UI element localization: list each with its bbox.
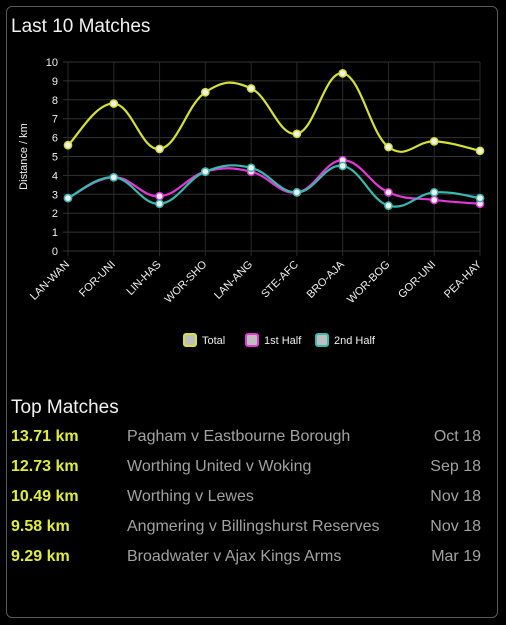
x-tick-label: BRO-AJA (305, 258, 348, 301)
data-point (155, 144, 164, 154)
match-name: Broadwater v Ajax Kings Arms (127, 548, 342, 565)
match-date: Nov 18 (430, 488, 481, 505)
series-line (67, 164, 481, 208)
legend-swatch (183, 333, 197, 347)
data-point (338, 68, 348, 78)
data-point (155, 191, 164, 201)
data-point (246, 163, 256, 173)
top-match-row[interactable]: 10.49 km Worthing v Lewes Nov 18 (11, 488, 481, 518)
match-date: Nov 18 (430, 518, 481, 535)
match-date: Mar 19 (431, 548, 481, 565)
legend-label: Total (202, 335, 225, 347)
match-name: Angmering v Billingshurst Reserves (127, 518, 380, 535)
x-tick-label: WOR-SHO (163, 258, 210, 305)
legend-swatch (245, 333, 259, 347)
data-point (384, 142, 393, 152)
data-point (429, 188, 439, 197)
legend-item: 2nd Half (315, 333, 376, 347)
legend-label: 1st Half (264, 335, 302, 347)
chart-legend: Total 1st Half 2nd Half (183, 333, 376, 347)
top-matches-title: Top Matches (11, 397, 119, 418)
stats-card (6, 6, 498, 618)
top-match-row[interactable]: 9.29 km Broadwater v Ajax Kings Arms Mar 1… (11, 548, 481, 578)
y-tick-label: 2 (52, 208, 58, 220)
x-tick-label: FOR-UNI (77, 259, 118, 300)
x-tick-label: WOR-BOG (345, 259, 392, 306)
y-axis-label: Distance / km (18, 123, 30, 190)
x-tick-label: LIN-HAS (124, 259, 163, 298)
data-point (429, 137, 439, 146)
data-point (246, 84, 256, 93)
series-line (67, 72, 481, 153)
data-point (384, 201, 393, 210)
x-tick-label: STE-AFC (259, 259, 301, 301)
series-line (67, 159, 481, 205)
legend-item: 1st Half (245, 333, 302, 347)
x-tick-label: PEA-HAY (442, 258, 485, 301)
data-point (63, 193, 73, 203)
match-distance: 13.71 km (11, 428, 79, 445)
match-distance: 12.73 km (11, 458, 79, 475)
match-date: Oct 18 (433, 428, 481, 445)
y-tick-label: 9 (52, 76, 58, 88)
y-tick-label: 0 (52, 246, 58, 258)
legend-swatch (315, 333, 329, 347)
y-tick-label: 8 (52, 95, 58, 107)
match-name: Worthing United v Woking (127, 458, 312, 475)
legend-label: 2nd Half (334, 335, 376, 347)
data-point (200, 167, 210, 176)
y-tick-label: 6 (52, 133, 58, 145)
match-name: Worthing v Lewes (127, 488, 254, 505)
data-point (384, 188, 393, 197)
top-match-row[interactable]: 13.71 km Pagham v Eastbourne Borough Oct 1… (11, 428, 481, 458)
data-point (338, 161, 348, 171)
data-point (292, 188, 302, 197)
data-point (109, 99, 119, 108)
match-name: Pagham v Eastbourne Borough (127, 428, 351, 445)
data-point (475, 146, 485, 156)
top-match-row[interactable]: 9.58 km Angmering v Billingshurst Reserve… (11, 518, 481, 548)
top-match-row[interactable]: 12.73 km Worthing United v Woking Sep 18 (11, 458, 481, 488)
data-point (475, 193, 485, 203)
chart-series (63, 68, 485, 210)
data-point (292, 129, 302, 139)
y-tick-label: 3 (52, 189, 58, 201)
chart-title: Last 10 Matches (11, 16, 151, 37)
data-point (155, 199, 164, 209)
distance-line-chart: 0 1 2 3 4 5 6 7 8 9 10 LAN-WAN FOR-UNI LIN-HASWOR-SHO… (18, 57, 485, 347)
data-point (429, 195, 439, 205)
match-date: Sep 18 (430, 458, 481, 475)
x-tick-label: GOR-UNI (396, 259, 438, 301)
y-tick-label: 10 (46, 57, 58, 69)
y-tick-label: 4 (52, 170, 58, 182)
data-point (63, 140, 73, 150)
data-point (200, 87, 210, 97)
legend-item: Total (183, 333, 225, 347)
match-distance: 10.49 km (11, 488, 79, 505)
x-tick-label: LAN-WAN (28, 259, 72, 303)
x-tick-label: LAN-ANG (212, 259, 255, 302)
y-tick-label: 7 (52, 114, 58, 126)
chart-grid (63, 61, 481, 256)
data-point (109, 172, 119, 182)
match-distance: 9.29 km (11, 548, 70, 565)
y-tick-label: 5 (52, 152, 58, 164)
match-distance: 9.58 km (11, 518, 70, 535)
y-tick-label: 1 (52, 227, 58, 239)
